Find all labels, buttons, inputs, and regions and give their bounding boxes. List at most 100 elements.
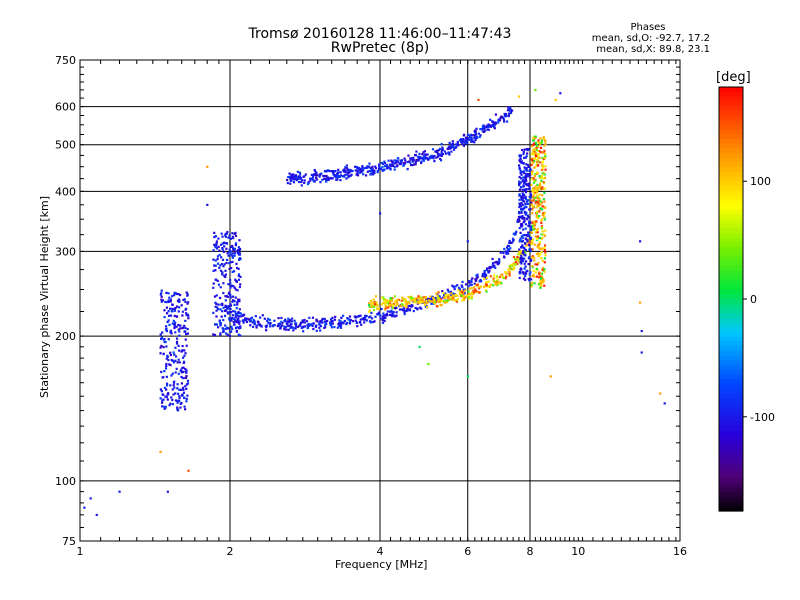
data-point <box>538 243 541 246</box>
data-point <box>466 240 469 243</box>
data-point <box>447 290 450 293</box>
data-point <box>486 128 489 131</box>
data-point <box>543 284 546 287</box>
data-point <box>224 299 227 302</box>
data-point <box>533 275 536 278</box>
phase-stats-heading: Phases <box>630 22 666 33</box>
data-point <box>518 259 521 262</box>
data-point <box>388 163 392 166</box>
data-point <box>484 129 487 132</box>
data-point <box>450 293 453 296</box>
data-point <box>536 194 539 198</box>
data-point <box>296 170 299 173</box>
data-point <box>239 257 242 261</box>
data-point <box>184 300 187 303</box>
data-point <box>466 133 470 137</box>
data-point <box>181 327 184 330</box>
data-point <box>228 267 231 271</box>
data-point <box>170 374 173 377</box>
data-point <box>500 282 503 285</box>
data-point <box>173 324 176 327</box>
data-point <box>165 301 168 304</box>
data-point <box>540 279 543 282</box>
data-point <box>511 109 514 112</box>
data-point <box>182 391 186 394</box>
data-point <box>541 230 544 233</box>
data-point <box>520 207 523 211</box>
data-point <box>423 303 427 306</box>
data-point <box>511 237 515 240</box>
data-point <box>303 318 306 322</box>
data-point <box>312 179 315 182</box>
x-tick-label: 16 <box>673 545 687 558</box>
data-point <box>392 303 395 306</box>
data-point <box>534 155 538 158</box>
data-point <box>509 106 512 109</box>
data-point <box>358 167 361 170</box>
data-point <box>527 187 530 191</box>
data-point <box>521 251 524 255</box>
data-point <box>338 319 341 322</box>
colorbar-segment <box>719 124 743 130</box>
data-point <box>168 296 171 299</box>
data-point <box>229 311 232 314</box>
data-point <box>368 170 371 173</box>
data-point <box>345 177 348 180</box>
data-point <box>531 190 535 193</box>
data-point <box>161 331 164 334</box>
data-point <box>165 306 169 309</box>
data-point <box>524 265 527 268</box>
data-point <box>460 294 463 297</box>
data-point <box>464 142 467 145</box>
y-tick-label: 750 <box>55 54 76 67</box>
data-point <box>381 301 385 305</box>
data-point <box>663 402 666 405</box>
data-point <box>519 246 523 249</box>
data-point <box>315 329 318 332</box>
data-point <box>186 379 190 382</box>
data-point <box>402 162 405 165</box>
colorbar-segment <box>719 360 743 366</box>
data-point <box>412 163 416 166</box>
data-point <box>185 312 188 315</box>
data-point <box>185 400 188 403</box>
data-point <box>543 234 546 238</box>
data-point <box>400 304 403 308</box>
data-point <box>474 138 477 142</box>
data-point <box>490 266 493 269</box>
data-point <box>420 161 423 165</box>
data-point <box>437 299 440 303</box>
data-point <box>512 238 515 242</box>
data-point <box>165 345 168 348</box>
data-point <box>544 142 547 146</box>
colorbar-segment <box>719 402 743 408</box>
colorbar-segment <box>719 214 743 220</box>
data-point <box>292 181 296 184</box>
data-point <box>376 313 379 316</box>
data-point <box>526 199 530 202</box>
data-point <box>540 237 543 240</box>
data-point <box>423 150 427 153</box>
data-point <box>535 144 538 147</box>
data-point <box>530 163 533 166</box>
data-point <box>394 299 397 302</box>
data-point <box>534 185 537 188</box>
data-point <box>387 159 390 162</box>
data-point <box>165 362 168 366</box>
data-point <box>182 356 185 359</box>
data-point <box>542 197 545 201</box>
data-point <box>430 302 433 305</box>
chart-title: Tromsø 20160128 11:46:00–11:47:43 <box>248 26 512 42</box>
data-point <box>529 193 532 196</box>
data-point <box>424 296 427 300</box>
data-point <box>537 272 541 276</box>
data-point <box>530 201 533 204</box>
colorbar-segment <box>719 204 743 211</box>
data-point <box>522 185 525 188</box>
data-point <box>238 285 242 289</box>
data-point <box>403 162 407 165</box>
data-point <box>478 280 481 283</box>
data-point <box>378 164 381 168</box>
data-point <box>319 320 323 323</box>
data-point <box>233 319 237 322</box>
